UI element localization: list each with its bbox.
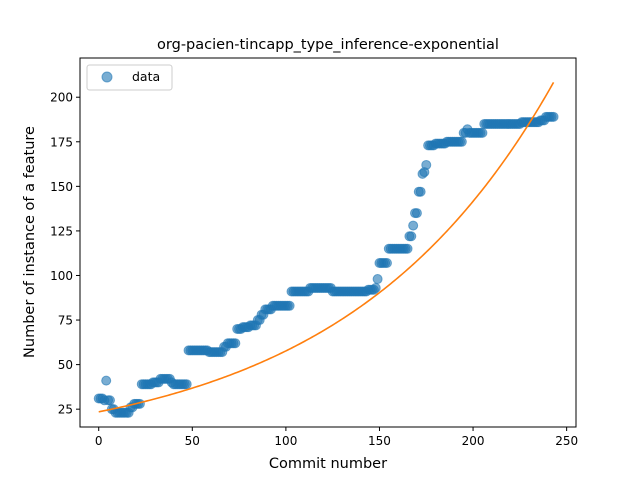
data-point [477, 127, 488, 138]
data-point [181, 379, 192, 390]
y-tick-label: 50 [58, 358, 73, 372]
data-point [415, 186, 426, 197]
data-point [402, 243, 413, 254]
x-tick-label: 250 [555, 434, 578, 448]
y-tick-label: 150 [50, 180, 73, 194]
fit-line [98, 81, 555, 413]
data-point [421, 159, 432, 170]
chart-title: org-pacien-tincapp_type_inference-expone… [157, 37, 499, 53]
data-point [104, 395, 115, 406]
data-point [284, 300, 295, 311]
data-point [381, 258, 392, 268]
y-axis: 25 50 75 100 125 150 175 200 [50, 91, 80, 417]
x-tick-label: 50 [185, 434, 200, 448]
y-axis-label: Number of instance of a feature [22, 126, 38, 358]
legend: data [86, 64, 173, 91]
y-tick-label: 25 [58, 403, 73, 417]
x-axis-label: Commit number [269, 456, 387, 472]
x-tick-label: 150 [368, 434, 391, 448]
data-point [408, 220, 419, 231]
y-tick-label: 125 [50, 224, 73, 238]
y-tick-label: 75 [58, 314, 73, 328]
y-tick-label: 175 [50, 135, 73, 149]
data-points [93, 111, 559, 418]
legend-label-data: data [132, 69, 160, 84]
data-point [406, 231, 417, 242]
y-tick-label: 100 [50, 269, 73, 283]
data-point [370, 282, 381, 293]
x-tick-label: 100 [274, 434, 297, 448]
data-point [411, 208, 422, 219]
y-tick-label: 200 [50, 91, 73, 105]
data-point [372, 274, 383, 285]
plot-frame [79, 57, 577, 428]
fit-line-layer [98, 81, 555, 413]
x-tick-label: 200 [462, 434, 485, 448]
legend-box [86, 64, 173, 91]
data-point [101, 375, 112, 386]
legend-marker-data [101, 71, 113, 83]
data-point [456, 136, 467, 147]
data-point [230, 338, 241, 349]
x-axis: 0 50 100 150 200 250 [95, 427, 578, 448]
x-tick-label: 0 [95, 434, 103, 448]
data-point [548, 111, 559, 122]
